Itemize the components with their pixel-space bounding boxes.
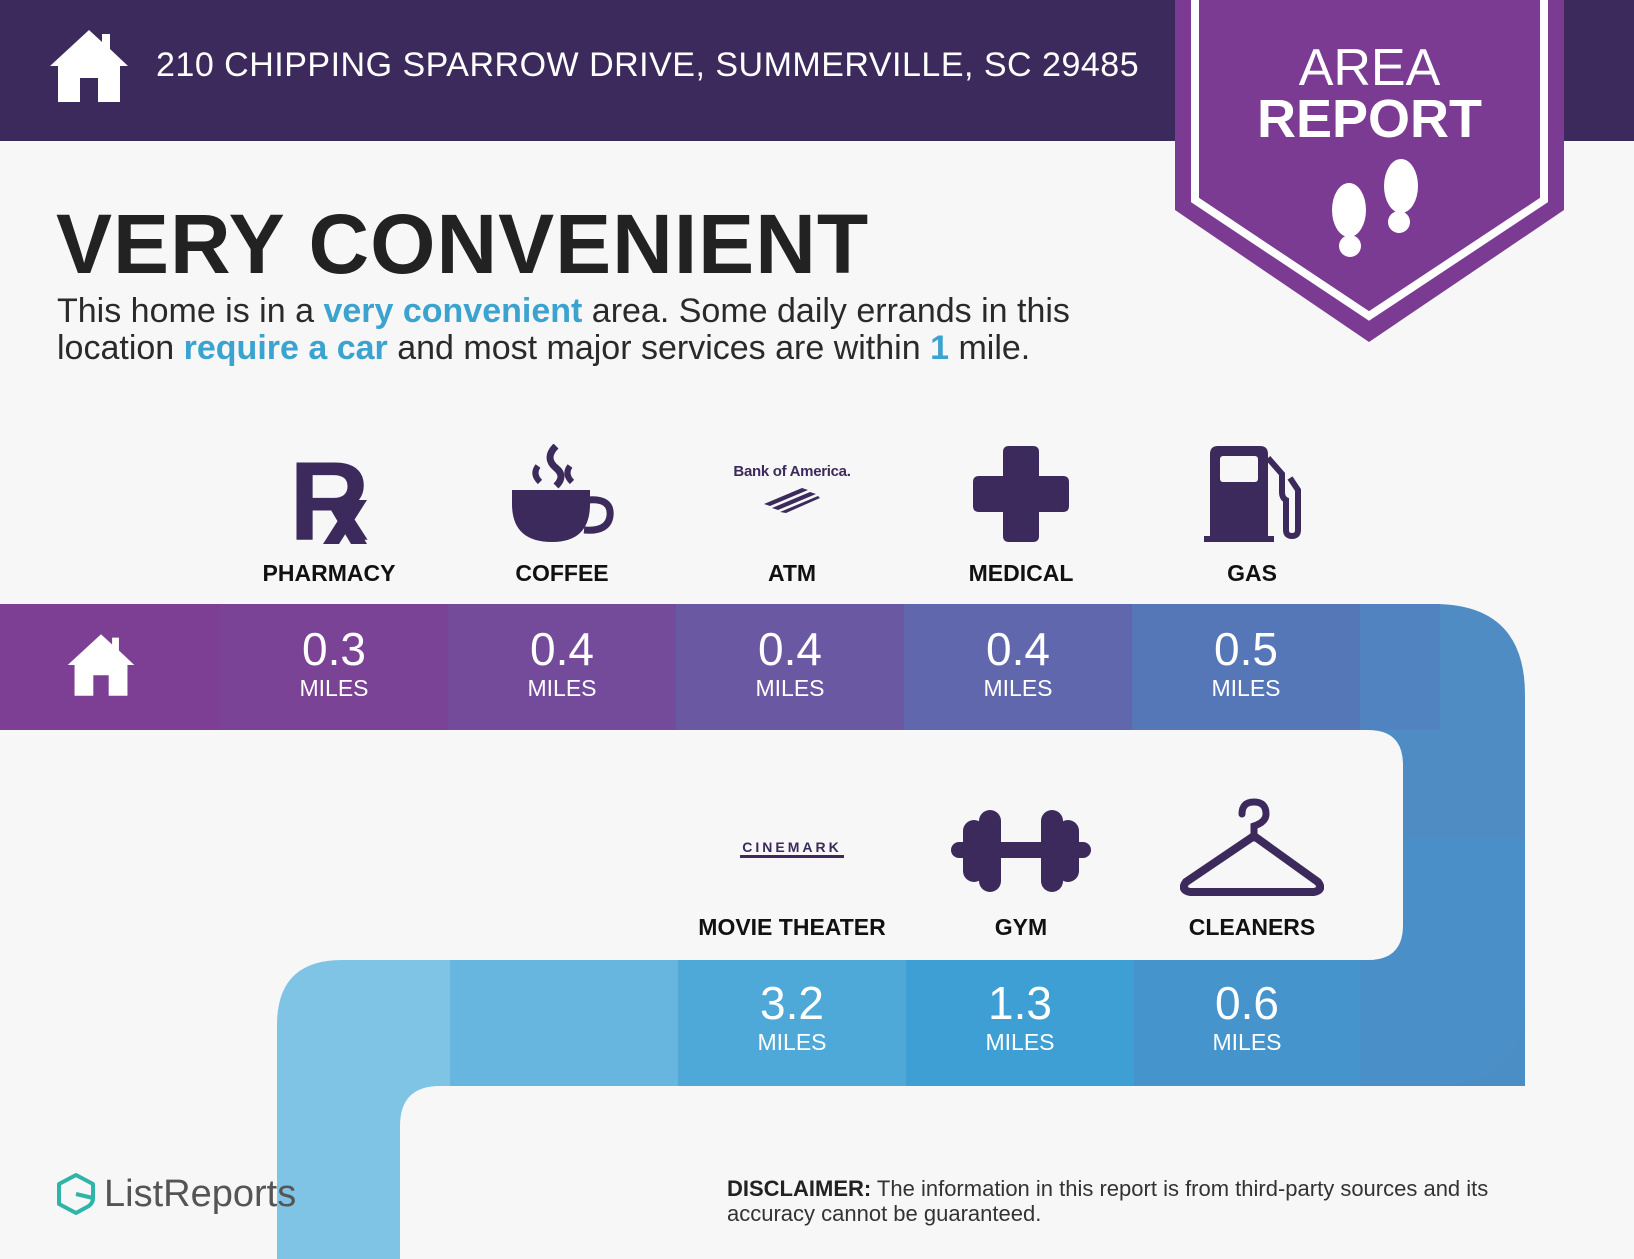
convenience-rating-title: VERY CONVENIENT [56,197,870,291]
category-movie-theater: CINEMARK MOVIE THEATER [698,839,886,940]
distance-medical: 0.4 MILES [983,623,1053,701]
gas-pump-icon [1204,446,1301,542]
distance-movie-theater: 3.2 MILES [757,977,827,1055]
category-cleaners: CLEANERS [1138,798,1366,941]
brand-name: ListReports [104,1172,297,1215]
category-pharmacy: R PHARMACY [215,444,443,587]
category-medical: MEDICAL [907,444,1135,587]
distance-gym: 1.3 MILES [985,977,1055,1055]
badge-title-line1: AREA [1298,39,1441,97]
rx-icon: R [289,444,369,544]
category-coffee: COFFEE [448,444,676,587]
distance-coffee: 0.4 MILES [527,623,597,701]
category-gym: GYM [907,798,1135,941]
disclaimer: DISCLAIMER: The information in this repo… [727,1176,1489,1226]
distance-atm: 0.4 MILES [755,623,825,701]
footprints-icon [1332,159,1418,257]
medical-cross-icon [973,446,1069,542]
property-address: 210 CHIPPING SPARROW DRIVE, SUMMERVILLE,… [156,46,1140,84]
distance-gas: 0.5 MILES [1211,623,1281,701]
distance-cleaners: 0.6 MILES [1212,977,1282,1055]
home-start-icon [67,634,135,696]
convenience-description: This home is in a very convenient area. … [57,292,1070,367]
category-atm: Bank of America. ATM [733,463,851,586]
listreports-logo-icon [57,1173,95,1215]
coffee-cup-icon [512,444,614,542]
distance-pharmacy: 0.3 MILES [299,623,369,701]
area-report-badge [1175,0,1564,342]
hanger-icon [1180,798,1324,896]
dumbbell-icon [951,810,1091,892]
category-gas: GAS [1138,444,1366,587]
listreports-logo: ListReports [56,1172,296,1216]
cinemark-logo: CINEMARK [740,839,844,858]
home-icon [50,30,128,102]
bank-of-america-flag [764,488,820,513]
bank-of-america-logo: Bank of America. [733,463,851,480]
badge-title-line2: REPORT [1256,89,1483,149]
